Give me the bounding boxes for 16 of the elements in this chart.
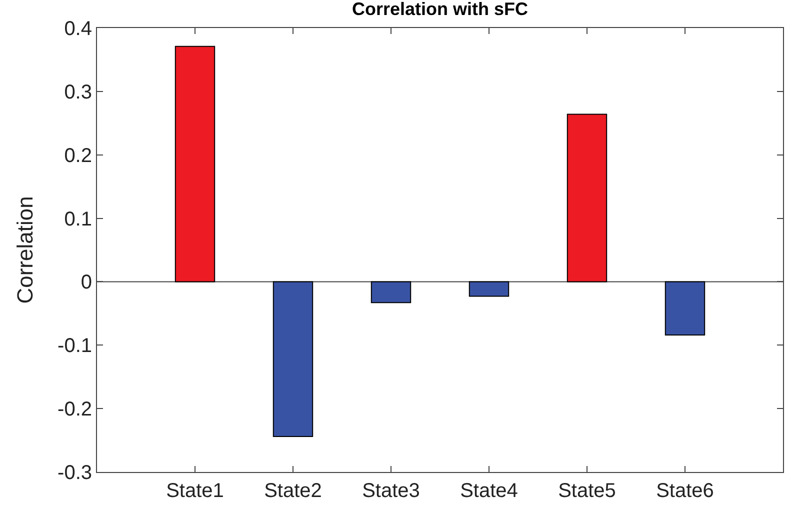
x-tick-label: State2 xyxy=(264,480,322,502)
y-tick-label: 0.1 xyxy=(64,208,92,230)
y-axis-title: Correlation xyxy=(12,196,38,304)
chart-title: Correlation with sFC xyxy=(352,0,528,20)
y-tick-label: 0.3 xyxy=(64,81,92,104)
x-tick-label: State3 xyxy=(362,480,420,502)
y-tick-label: -0.1 xyxy=(58,335,92,358)
x-tick-label: State6 xyxy=(656,480,714,502)
x-tick-label: State4 xyxy=(460,480,518,502)
y-tick-label: 0.2 xyxy=(64,144,92,167)
y-tick-label: 0.4 xyxy=(64,18,92,40)
y-tick-label: 0 xyxy=(80,272,92,294)
x-tick-label: State5 xyxy=(558,480,616,502)
x-tick-label: State1 xyxy=(166,480,224,502)
y-tick-label: -0.3 xyxy=(58,462,92,484)
y-tick-label: -0.2 xyxy=(58,398,92,421)
